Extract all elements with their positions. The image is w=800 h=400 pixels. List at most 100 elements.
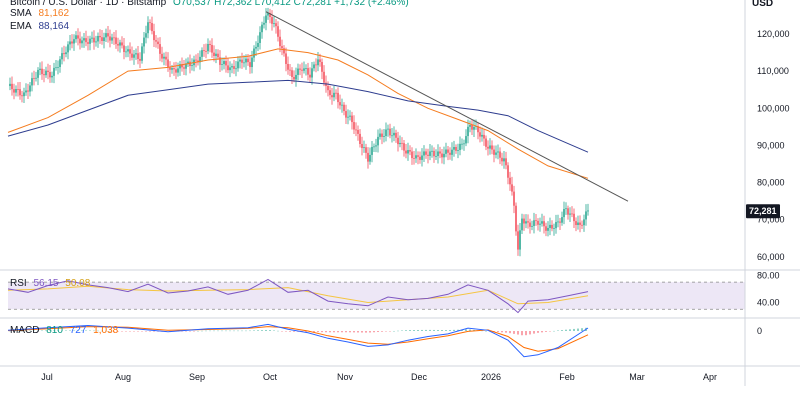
sma-legend[interactable]: SMA 81,162	[10, 8, 73, 19]
macd-histogram-bar	[41, 330, 43, 332]
candle-body	[151, 23, 153, 32]
candle-body	[459, 143, 461, 150]
candle	[469, 120, 471, 133]
candle	[439, 146, 441, 159]
macd-legend[interactable]: MACD 810 727 1,038	[10, 325, 122, 336]
ema-legend[interactable]: EMA 88,164	[10, 21, 73, 32]
candle-body	[123, 45, 125, 52]
candle	[229, 61, 231, 78]
candle-body	[451, 149, 453, 155]
candle	[195, 54, 197, 68]
macd-histogram-bar	[45, 330, 47, 331]
candle-body	[271, 17, 273, 24]
candle-body	[277, 26, 279, 37]
candle-body	[191, 65, 193, 67]
candle	[455, 144, 457, 154]
candle	[413, 150, 415, 165]
ema-value: 88,164	[38, 21, 70, 32]
candle	[223, 57, 225, 70]
macd-histogram-bar	[77, 330, 79, 331]
candle-body	[167, 59, 169, 68]
candle-body	[195, 59, 197, 61]
candle-body	[523, 218, 525, 224]
macd-histogram-bar	[129, 331, 131, 332]
macd-histogram-bar	[233, 330, 235, 332]
candle-body	[149, 22, 151, 24]
macd-value1: 810	[46, 325, 63, 336]
macd-histogram-bar	[221, 330, 223, 332]
last-price-badge: 72,281	[749, 206, 777, 216]
macd-histogram-bar	[409, 330, 411, 331]
macd-histogram-bar	[429, 329, 431, 331]
rsi-legend[interactable]: RSI 56.15 50.08	[10, 278, 94, 289]
candle-body	[265, 15, 267, 23]
candle-body	[353, 122, 355, 130]
macd-histogram-bar	[389, 331, 391, 332]
candle-body	[179, 64, 181, 69]
candle	[187, 57, 189, 67]
candle	[381, 129, 383, 145]
candle	[191, 58, 193, 71]
macd-histogram-bar	[109, 330, 111, 332]
candle-body	[509, 177, 511, 185]
candle	[15, 85, 17, 97]
candle	[575, 217, 577, 232]
candle-body	[297, 68, 299, 75]
candle	[131, 46, 133, 61]
candle-body	[573, 213, 575, 222]
candle	[159, 37, 161, 62]
candle-body	[295, 74, 297, 80]
sma-value: 81,162	[38, 8, 70, 19]
macd-histogram-bar	[193, 331, 195, 332]
candle	[519, 223, 521, 257]
candle-body	[115, 37, 117, 44]
candle	[113, 32, 115, 45]
candle	[457, 143, 459, 159]
candle	[203, 44, 205, 57]
candle-body	[169, 67, 171, 70]
macd-histogram-bar	[549, 331, 551, 332]
candle	[219, 50, 221, 73]
candle	[427, 148, 429, 164]
candle-body	[223, 61, 225, 65]
candle	[543, 215, 545, 234]
candle	[211, 38, 213, 58]
candle-body	[9, 83, 11, 86]
macd-histogram-bar	[281, 331, 283, 332]
candle-body	[537, 220, 539, 225]
macd-histogram-bar	[29, 330, 31, 332]
candle-body	[331, 95, 333, 98]
candle	[197, 53, 199, 66]
candle	[491, 140, 493, 155]
macd-histogram-bar	[205, 330, 207, 332]
candle	[425, 148, 427, 159]
candle-body	[61, 53, 63, 60]
macd-histogram-bar	[405, 330, 407, 331]
candle	[183, 60, 185, 75]
candle-body	[75, 35, 77, 40]
macd-histogram-bar	[85, 330, 87, 331]
macd-histogram-bar	[133, 331, 135, 332]
candle-body	[283, 48, 285, 54]
candle-body	[349, 115, 351, 117]
candle-body	[547, 227, 549, 231]
candle-body	[405, 150, 407, 154]
candle-body	[187, 61, 189, 64]
candle	[309, 67, 311, 83]
candle	[269, 8, 271, 24]
candle	[337, 87, 339, 109]
macd-histogram-bar	[517, 331, 519, 335]
macd-histogram-bar	[529, 331, 531, 335]
candle	[557, 214, 559, 228]
candle-body	[291, 70, 293, 77]
candle-body	[433, 150, 435, 157]
candle-body	[107, 33, 109, 37]
candle	[235, 60, 237, 77]
candle-body	[477, 126, 479, 133]
candle	[489, 138, 491, 155]
candle	[39, 62, 41, 76]
candle	[411, 147, 413, 165]
candle	[527, 214, 529, 229]
candle	[93, 30, 95, 50]
